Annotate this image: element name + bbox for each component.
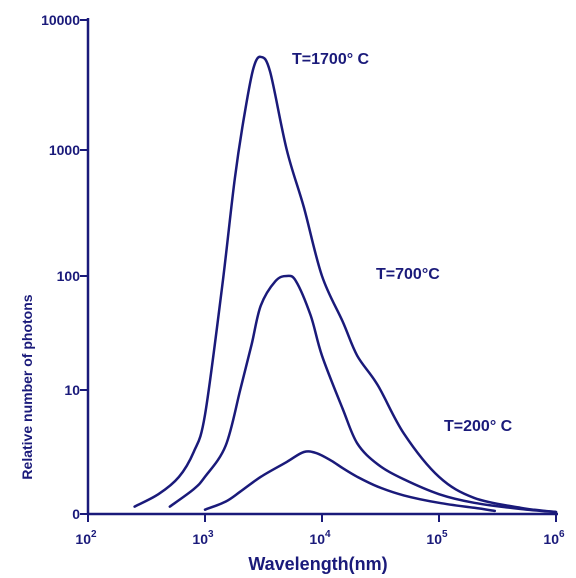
y-tick-label: 10 xyxy=(64,382,80,398)
x-axis-title: Wavelength(nm) xyxy=(248,554,387,574)
y-tick-label: 10000 xyxy=(41,12,80,28)
x-tick-label: 102 xyxy=(75,529,97,547)
series-lines xyxy=(133,55,558,514)
x-tick-label: 106 xyxy=(543,529,565,547)
chart-axes xyxy=(86,18,558,516)
y-axis-title: Relative number of photons xyxy=(19,294,35,479)
x-tick-label: 104 xyxy=(309,529,331,547)
series-1700c-label: T=1700° C xyxy=(292,51,370,68)
series-700c-line xyxy=(168,274,558,514)
y-tick-label: 0 xyxy=(72,506,80,522)
x-tick-label: 105 xyxy=(426,529,448,547)
series-200c-line xyxy=(203,450,497,513)
tick-labels: 0 10 100 1000 10000 102 103 104 105 106 xyxy=(41,12,565,547)
x-tick-label: 103 xyxy=(192,529,214,547)
series-700c-label: T=700°C xyxy=(376,266,440,283)
y-tick-label: 1000 xyxy=(49,142,80,158)
series-1700c-line xyxy=(133,55,558,514)
series-labels: T=1700° C T=700°C T=200° C xyxy=(292,51,513,435)
y-tick-label: 100 xyxy=(57,268,81,284)
series-200c-label: T=200° C xyxy=(444,418,513,435)
